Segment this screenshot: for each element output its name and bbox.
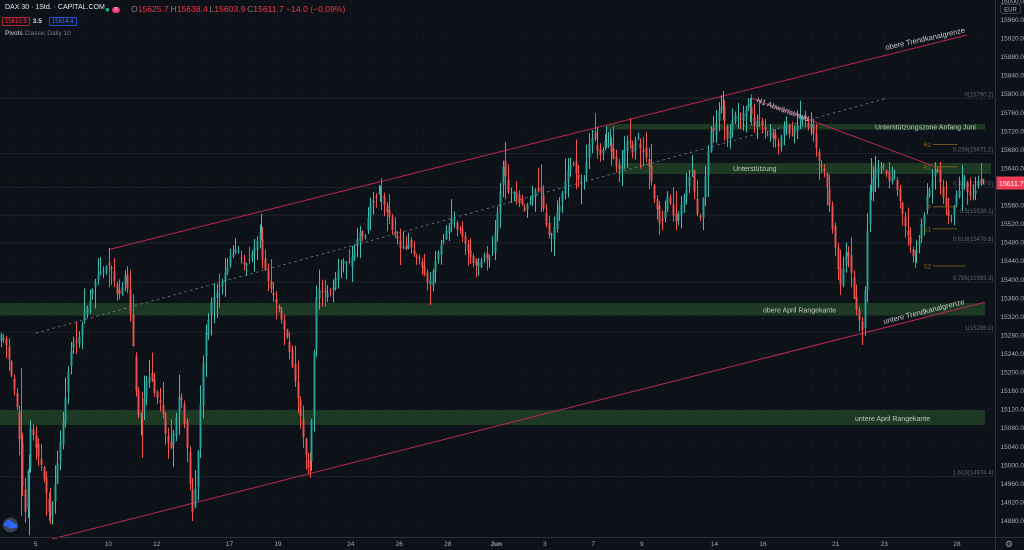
svg-text:15040.0: 15040.0 — [1001, 444, 1024, 451]
svg-text:1.618(14974.4): 1.618(14974.4) — [953, 471, 994, 477]
svg-text:15360.0: 15360.0 — [1001, 295, 1024, 302]
svg-text:15320.0: 15320.0 — [1001, 314, 1024, 321]
svg-text:15611.7: 15611.7 — [999, 181, 1024, 188]
svg-text:⚙: ⚙ — [1005, 539, 1013, 549]
svg-text:P: P — [927, 205, 931, 211]
svg-text:14880.0: 14880.0 — [1001, 518, 1024, 525]
svg-text:21: 21 — [832, 541, 840, 548]
svg-text:7: 7 — [591, 541, 595, 548]
svg-text:15720.0: 15720.0 — [1001, 128, 1024, 135]
svg-text:Unterstützungszone Anfang Juni: Unterstützungszone Anfang Juni — [875, 125, 976, 132]
svg-text:15840.0: 15840.0 — [1001, 73, 1024, 80]
svg-text:17: 17 — [226, 541, 234, 548]
svg-text:15080.0: 15080.0 — [1001, 425, 1024, 432]
svg-text:0.5(15538.1): 0.5(15538.1) — [959, 209, 993, 215]
svg-text:24: 24 — [347, 541, 355, 548]
svg-text:15200.0: 15200.0 — [1001, 370, 1024, 377]
svg-text:5: 5 — [34, 541, 38, 548]
svg-text:15280.0: 15280.0 — [1001, 333, 1024, 340]
svg-text:14960.0: 14960.0 — [1001, 481, 1024, 488]
svg-text:15560.0: 15560.0 — [1001, 203, 1024, 210]
svg-text:Unterstützung: Unterstützung — [733, 166, 777, 173]
svg-text:15120.0: 15120.0 — [1001, 407, 1024, 414]
svg-text:15240.0: 15240.0 — [1001, 351, 1024, 358]
svg-text:15480.0: 15480.0 — [1001, 240, 1024, 247]
svg-text:14920.0: 14920.0 — [1001, 500, 1024, 507]
svg-text:obere April Rangekante: obere April Rangekante — [763, 308, 836, 315]
svg-text:19: 19 — [274, 541, 282, 548]
svg-text:S2: S2 — [924, 265, 932, 271]
svg-text:EUR: EUR — [1004, 8, 1017, 14]
svg-text:S1: S1 — [924, 227, 932, 233]
svg-text:0.786(15393.9): 0.786(15393.9) — [953, 276, 994, 282]
svg-text:R2: R2 — [923, 143, 931, 149]
svg-text:0.618(15478.6): 0.618(15478.6) — [953, 237, 994, 243]
svg-text:15440.0: 15440.0 — [1001, 258, 1024, 265]
svg-text:12: 12 — [153, 541, 161, 548]
svg-text:15160.0: 15160.0 — [1001, 388, 1024, 395]
svg-text:9: 9 — [640, 541, 644, 548]
svg-text:15920.0: 15920.0 — [1001, 36, 1024, 43]
svg-text:Jun: Jun — [490, 541, 502, 548]
svg-text:15880.0: 15880.0 — [1001, 54, 1024, 61]
svg-text:16: 16 — [759, 541, 767, 548]
svg-text:3: 3 — [543, 541, 547, 548]
svg-text:15640.0: 15640.0 — [1001, 165, 1024, 172]
svg-text:10: 10 — [105, 541, 113, 548]
svg-text:28: 28 — [444, 541, 452, 548]
svg-text:R1: R1 — [923, 165, 931, 171]
svg-text:untere April Rangekante: untere April Rangekante — [855, 416, 930, 423]
svg-text:26: 26 — [396, 541, 404, 548]
svg-text:16000.0: 16000.0 — [1001, 0, 1024, 6]
svg-text:23: 23 — [881, 541, 889, 548]
svg-text:0.236(15671.2): 0.236(15671.2) — [953, 148, 994, 154]
svg-text:15680.0: 15680.0 — [1001, 147, 1024, 154]
svg-text:15520.0: 15520.0 — [1001, 221, 1024, 228]
svg-text:15000.0: 15000.0 — [1001, 462, 1024, 469]
svg-text:15800.0: 15800.0 — [1001, 91, 1024, 98]
svg-text:1(15286.0): 1(15286.0) — [964, 326, 993, 332]
svg-text:14: 14 — [711, 541, 719, 548]
svg-text:15760.0: 15760.0 — [1001, 110, 1024, 117]
svg-text:28: 28 — [953, 541, 961, 548]
svg-text:0(15790.2): 0(15790.2) — [964, 92, 993, 98]
svg-text:15960.0: 15960.0 — [1001, 17, 1024, 24]
svg-text:15400.0: 15400.0 — [1001, 277, 1024, 284]
